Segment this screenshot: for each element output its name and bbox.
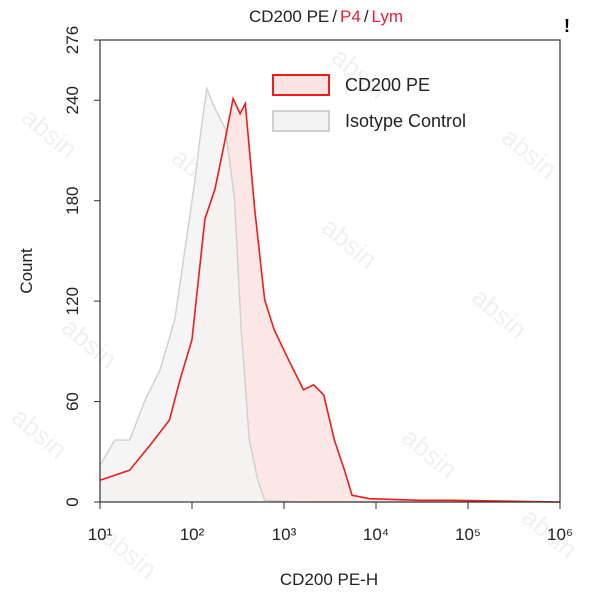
legend-label: Isotype Control xyxy=(345,111,466,131)
x-tick-label: 10⁵ xyxy=(455,525,481,544)
y-tick-label: 240 xyxy=(63,86,82,114)
title-part: P4 xyxy=(340,7,361,26)
x-tick-label: 10⁴ xyxy=(363,525,389,544)
title-part: CD200 PE xyxy=(249,7,329,26)
series-line xyxy=(99,85,560,503)
plot xyxy=(99,85,561,503)
chart-title: CD200 PE / P4/Lym xyxy=(249,7,403,26)
y-tick-label: 276 xyxy=(63,26,82,54)
watermark: absin xyxy=(56,312,123,375)
x-tick-label: 10² xyxy=(180,525,205,544)
watermark: absin xyxy=(466,282,533,345)
x-tick-label: 10⁶ xyxy=(547,525,573,544)
y-tick-label: 180 xyxy=(63,187,82,215)
x-tick-label: 10¹ xyxy=(88,525,113,544)
legend-swatch xyxy=(272,74,330,96)
y-tick-label: 120 xyxy=(63,287,82,315)
title-part: / xyxy=(332,7,337,26)
series-line xyxy=(99,96,561,503)
y-axis-label: Count xyxy=(17,248,36,294)
watermark: absin xyxy=(396,422,463,485)
watermark: absin xyxy=(496,122,563,185)
area-fill xyxy=(100,88,560,502)
y-tick-label: 60 xyxy=(63,392,82,411)
watermark: absin xyxy=(316,212,383,275)
x-tick-label: 10³ xyxy=(272,525,297,544)
title-part: / xyxy=(364,7,369,26)
plot-frame xyxy=(99,39,561,503)
legend-label: CD200 PE xyxy=(345,75,430,95)
y-tick-label: 0 xyxy=(63,497,82,506)
x-axis-label: CD200 PE-H xyxy=(280,570,378,589)
alert-icon: ! xyxy=(564,16,570,36)
watermark: absin xyxy=(326,42,393,105)
legend-swatch xyxy=(272,110,330,132)
title-part: Lym xyxy=(372,7,404,26)
